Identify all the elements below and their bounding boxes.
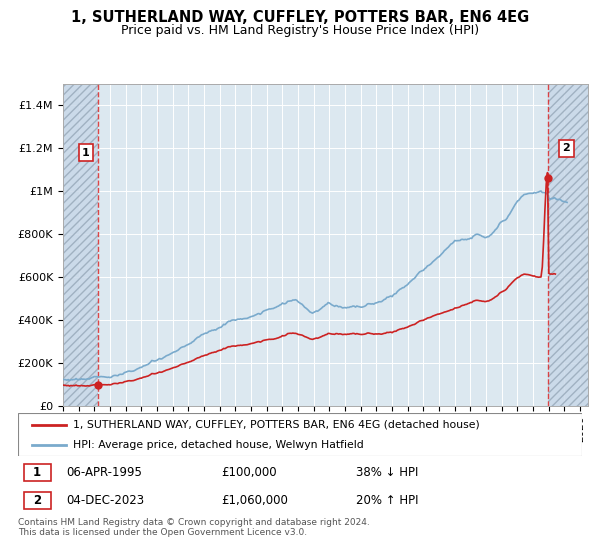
Text: 1, SUTHERLAND WAY, CUFFLEY, POTTERS BAR, EN6 4EG (detached house): 1, SUTHERLAND WAY, CUFFLEY, POTTERS BAR,… — [73, 419, 480, 430]
Text: 04-DEC-2023: 04-DEC-2023 — [66, 494, 144, 507]
Bar — [548, 84, 588, 406]
Text: £100,000: £100,000 — [221, 466, 277, 479]
Text: 1, SUTHERLAND WAY, CUFFLEY, POTTERS BAR, EN6 4EG: 1, SUTHERLAND WAY, CUFFLEY, POTTERS BAR,… — [71, 10, 529, 25]
Text: Contains HM Land Registry data © Crown copyright and database right 2024.
This d: Contains HM Land Registry data © Crown c… — [18, 518, 370, 538]
Bar — [23, 492, 51, 509]
Text: 1: 1 — [82, 148, 89, 158]
Text: 20% ↑ HPI: 20% ↑ HPI — [356, 494, 419, 507]
Text: HPI: Average price, detached house, Welwyn Hatfield: HPI: Average price, detached house, Welw… — [73, 440, 364, 450]
Text: 2: 2 — [33, 494, 41, 507]
Bar — [23, 464, 51, 481]
Text: 06-APR-1995: 06-APR-1995 — [66, 466, 142, 479]
Text: 2: 2 — [562, 143, 570, 153]
Text: 38% ↓ HPI: 38% ↓ HPI — [356, 466, 419, 479]
Bar — [63, 84, 98, 406]
Text: Price paid vs. HM Land Registry's House Price Index (HPI): Price paid vs. HM Land Registry's House … — [121, 24, 479, 36]
Text: £1,060,000: £1,060,000 — [221, 494, 288, 507]
Text: 1: 1 — [33, 466, 41, 479]
